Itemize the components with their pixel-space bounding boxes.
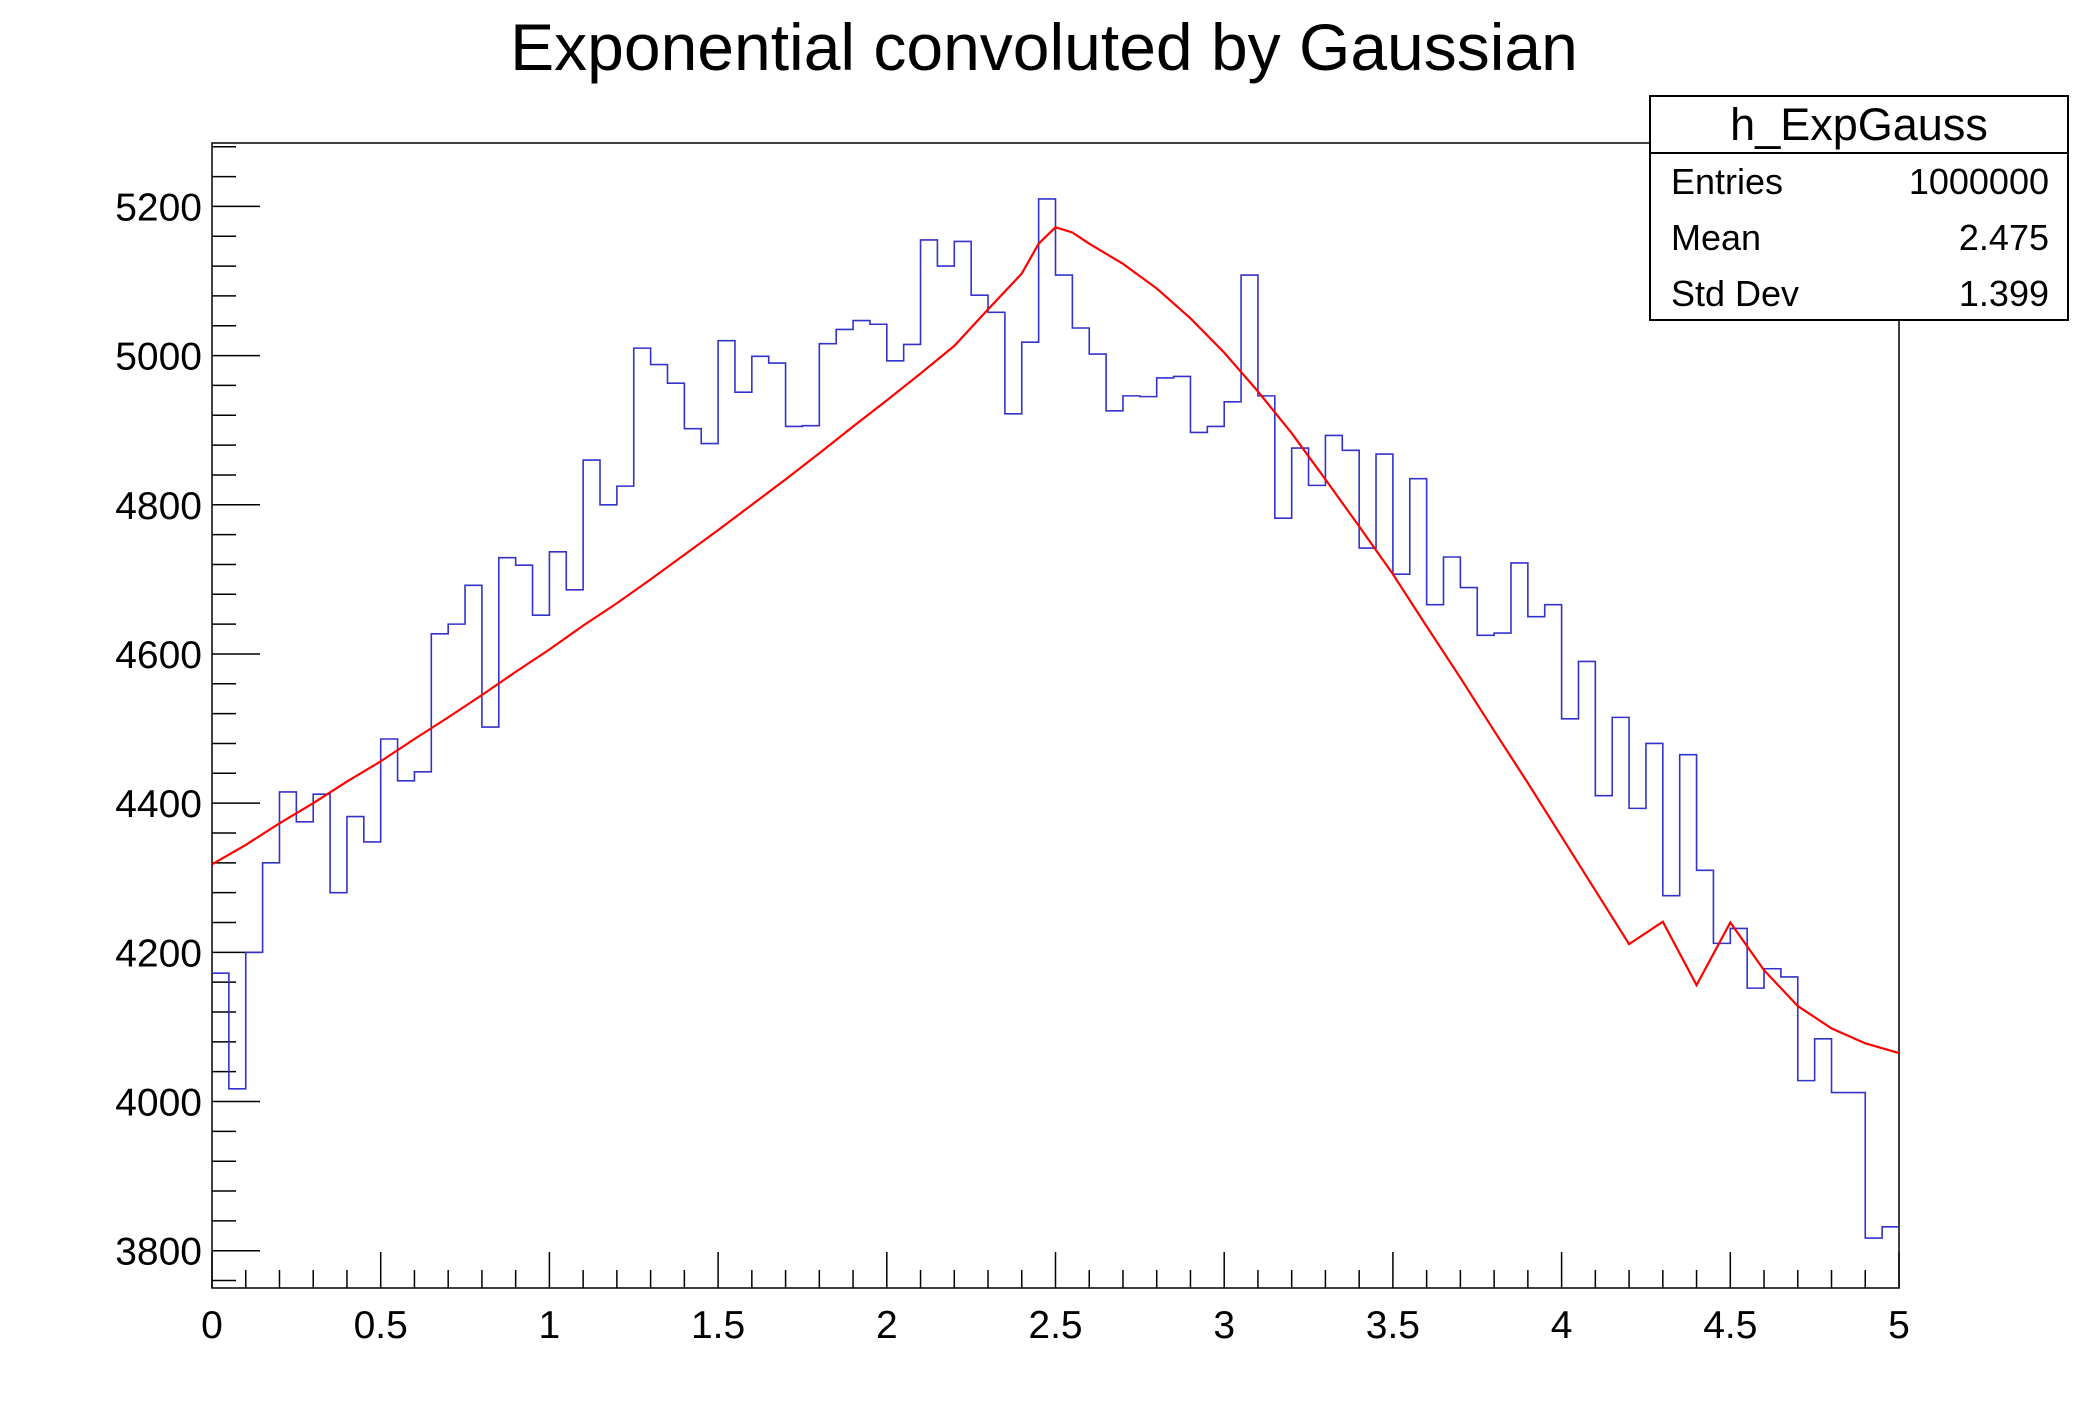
x-tick-label: 0.5 xyxy=(354,1304,408,1347)
y-tick-label: 4000 xyxy=(115,1082,202,1125)
y-tick-label: 4600 xyxy=(115,634,202,677)
stats-entries-row: Entries 1000000 xyxy=(1651,154,2067,210)
axes xyxy=(211,142,1900,1289)
stats-stddev-label: Std Dev xyxy=(1671,273,1800,314)
stats-mean-value: 2.475 xyxy=(1958,217,2049,258)
plot-frame xyxy=(211,142,1900,1289)
stats-entries-label: Entries xyxy=(1671,161,1784,202)
stats-entries-value: 1000000 xyxy=(1908,161,2049,202)
y-tick-label: 4800 xyxy=(115,485,202,528)
stats-stddev-row: Std Dev 1.399 xyxy=(1651,266,2067,322)
y-tick-label: 4400 xyxy=(115,783,202,826)
stats-box: h_ExpGauss Entries 1000000 Mean 2.475 St… xyxy=(1649,95,2069,321)
x-tick-label: 2 xyxy=(876,1304,898,1347)
x-tick-label: 2.5 xyxy=(1028,1304,1082,1347)
x-tick-label: 5 xyxy=(1888,1304,1910,1347)
y-tick-label: 5200 xyxy=(115,186,202,229)
tick-labels: 0 0.5 1 1.5 2 2.5 3 3.5 4 4.5 5 3800 4000 4200 4400 460… xyxy=(115,186,1910,1347)
stats-mean-label: Mean xyxy=(1671,217,1762,258)
y-tick-label: 5000 xyxy=(115,336,202,379)
stats-histogram-name: h_ExpGauss xyxy=(1651,97,2067,154)
histogram-series xyxy=(212,198,1899,1239)
x-tick-label: 0 xyxy=(201,1304,223,1347)
x-tick-label: 3 xyxy=(1213,1304,1235,1347)
stats-mean-row: Mean 2.475 xyxy=(1651,210,2067,266)
x-tick-label: 4.5 xyxy=(1703,1304,1757,1347)
chart-title: Exponential convoluted by Gaussian xyxy=(510,10,1578,84)
x-tick-label: 4 xyxy=(1551,1304,1573,1347)
stats-stddev-value: 1.399 xyxy=(1958,273,2049,314)
y-tick-label: 4200 xyxy=(115,932,202,975)
fit-curve xyxy=(211,226,1900,1055)
x-tick-label: 1 xyxy=(539,1304,561,1347)
x-tick-label: 3.5 xyxy=(1366,1304,1420,1347)
data-layer xyxy=(211,198,1900,1239)
y-tick-label: 3800 xyxy=(115,1231,202,1274)
x-tick-label: 1.5 xyxy=(691,1304,745,1347)
